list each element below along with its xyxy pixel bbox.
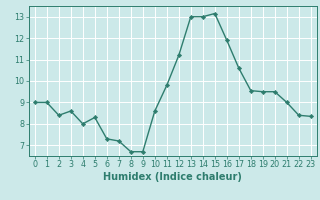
X-axis label: Humidex (Indice chaleur): Humidex (Indice chaleur) xyxy=(103,172,242,182)
